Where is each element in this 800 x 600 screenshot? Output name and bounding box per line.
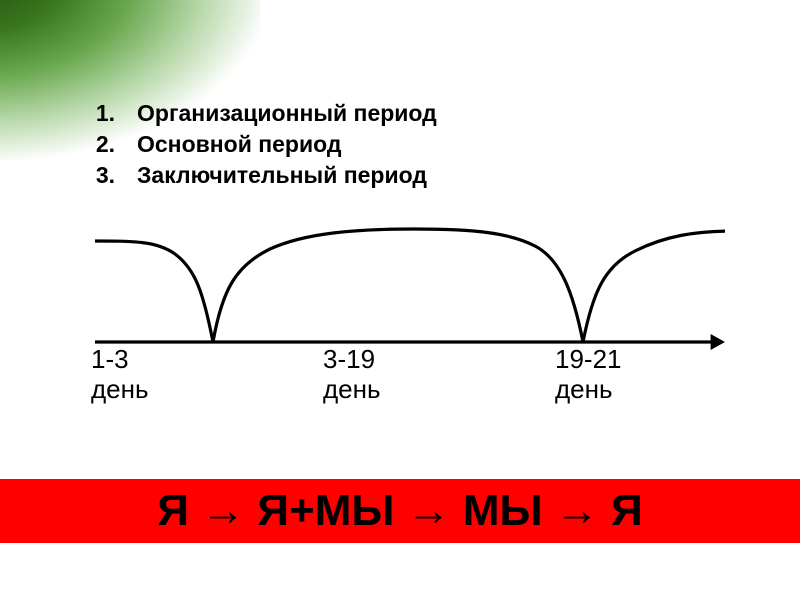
emotion-curve-chart: 1-3 день 3-19 день 19-21 день: [95, 221, 725, 366]
list-number: 2.: [95, 129, 115, 160]
axis-label-line: 1-3: [91, 345, 211, 375]
list-number: 1.: [95, 98, 115, 129]
list-item: 1. Организационный период: [95, 98, 760, 129]
list-number: 3.: [95, 160, 115, 191]
formula-text: Я → Я+МЫ → МЫ → Я: [157, 486, 642, 536]
axis-label-line: 3-19: [323, 345, 443, 375]
curve-path: [95, 229, 725, 342]
axis-label-line: день: [91, 375, 211, 405]
formula-bar: Я → Я+МЫ → МЫ → Я: [0, 479, 800, 543]
list-label: Заключительный период: [137, 160, 427, 191]
axis-label-b: 3-19 день: [323, 345, 443, 405]
axis-label-line: день: [555, 375, 675, 405]
period-list: 1. Организационный период 2. Основной пе…: [95, 98, 760, 191]
slide-content: 1. Организационный период 2. Основной пе…: [95, 98, 760, 366]
axis-label-line: 19-21: [555, 345, 675, 375]
list-label: Основной период: [137, 129, 341, 160]
list-item: 3. Заключительный период: [95, 160, 760, 191]
chart-svg: [95, 221, 725, 361]
list-label: Организационный период: [137, 98, 437, 129]
list-item: 2. Основной период: [95, 129, 760, 160]
axis-arrow-icon: [711, 334, 725, 350]
axis-label-a: 1-3 день: [91, 345, 211, 405]
axis-label-line: день: [323, 375, 443, 405]
axis-label-c: 19-21 день: [555, 345, 675, 405]
